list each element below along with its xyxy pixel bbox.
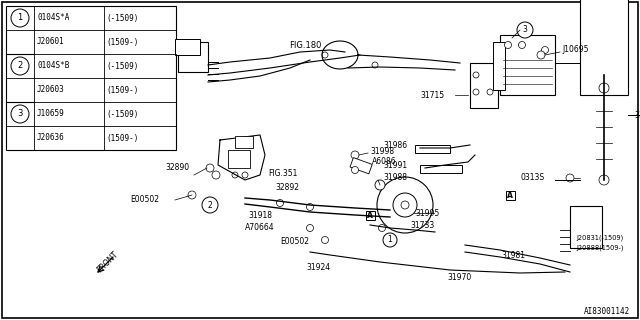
Text: 32892: 32892: [275, 183, 299, 193]
Text: A: A: [507, 190, 513, 199]
Text: J20888(1509-): J20888(1509-): [576, 245, 623, 251]
Text: 1: 1: [17, 13, 22, 22]
Circle shape: [537, 51, 545, 59]
Text: J20601: J20601: [37, 37, 65, 46]
Text: 31715: 31715: [420, 91, 444, 100]
Text: 3: 3: [17, 109, 22, 118]
Circle shape: [473, 89, 479, 95]
Text: E00502: E00502: [280, 237, 309, 246]
Circle shape: [372, 62, 378, 68]
Bar: [570, 206, 602, 248]
Text: (-1509): (-1509): [106, 61, 138, 70]
Bar: [235, 136, 253, 148]
Circle shape: [518, 42, 525, 49]
Circle shape: [377, 177, 433, 233]
Circle shape: [351, 151, 359, 159]
Bar: [228, 150, 250, 168]
Circle shape: [188, 191, 196, 199]
Text: 3: 3: [523, 26, 527, 35]
Text: AI83001142: AI83001142: [584, 308, 630, 316]
Circle shape: [232, 172, 238, 178]
Circle shape: [517, 22, 533, 38]
Bar: [493, 42, 505, 90]
Text: 31918: 31918: [248, 211, 272, 220]
Circle shape: [351, 166, 358, 173]
Bar: [420, 165, 462, 173]
Text: (1509-): (1509-): [106, 133, 138, 142]
Text: FIG.351: FIG.351: [268, 169, 298, 178]
Text: A6086: A6086: [372, 157, 397, 166]
Text: 2: 2: [207, 201, 212, 210]
Circle shape: [11, 105, 29, 123]
Circle shape: [487, 89, 493, 95]
Bar: [365, 211, 374, 220]
Circle shape: [202, 197, 218, 213]
Circle shape: [322, 52, 328, 58]
Text: 31980: 31980: [634, 110, 640, 119]
Text: J20603: J20603: [37, 85, 65, 94]
Circle shape: [378, 225, 385, 231]
Bar: [6, 6, 176, 150]
Circle shape: [321, 236, 328, 244]
Text: 31986: 31986: [384, 140, 408, 149]
Text: 31970: 31970: [448, 274, 472, 283]
Text: J20636: J20636: [37, 133, 65, 142]
Bar: [470, 63, 498, 108]
Text: 31995: 31995: [415, 209, 439, 218]
Circle shape: [307, 204, 314, 211]
Circle shape: [206, 164, 214, 172]
Bar: [580, 0, 628, 95]
Polygon shape: [218, 135, 265, 180]
Circle shape: [11, 57, 29, 75]
Text: 31991: 31991: [384, 161, 408, 170]
Text: 1: 1: [388, 236, 392, 244]
Text: 31988: 31988: [383, 173, 407, 182]
Text: A70664: A70664: [245, 223, 275, 233]
Circle shape: [599, 83, 609, 93]
Text: J10695: J10695: [562, 45, 589, 54]
Circle shape: [375, 180, 385, 190]
Circle shape: [599, 175, 609, 185]
Circle shape: [212, 171, 220, 179]
Bar: [500, 35, 555, 95]
Text: J10659: J10659: [37, 109, 65, 118]
Circle shape: [276, 199, 284, 206]
Circle shape: [473, 72, 479, 78]
Text: A: A: [367, 211, 373, 220]
Bar: [350, 158, 372, 174]
Bar: [415, 145, 450, 153]
Circle shape: [307, 225, 314, 231]
Text: (-1509): (-1509): [106, 109, 138, 118]
Text: (1509-): (1509-): [106, 37, 138, 46]
Text: 31924: 31924: [306, 263, 330, 273]
Circle shape: [383, 233, 397, 247]
Text: FRONT: FRONT: [95, 250, 120, 274]
Text: (-1509): (-1509): [106, 13, 138, 22]
Text: (1509-): (1509-): [106, 85, 138, 94]
Circle shape: [504, 42, 511, 49]
Text: 0104S*B: 0104S*B: [37, 61, 69, 70]
Text: 32890: 32890: [166, 164, 190, 172]
Circle shape: [541, 46, 548, 53]
Circle shape: [401, 201, 409, 209]
Circle shape: [11, 9, 29, 27]
Text: FIG.180: FIG.180: [289, 41, 321, 50]
Circle shape: [242, 172, 248, 178]
Text: 31998: 31998: [370, 147, 394, 156]
Text: 31733: 31733: [410, 220, 435, 229]
Text: E00502: E00502: [130, 196, 159, 204]
Text: 31981: 31981: [501, 251, 525, 260]
Bar: [178, 42, 208, 72]
Text: 2: 2: [17, 61, 22, 70]
Circle shape: [566, 174, 574, 182]
Bar: [506, 190, 515, 199]
Text: J20831(-1509): J20831(-1509): [576, 235, 623, 241]
Circle shape: [393, 193, 417, 217]
Text: 0104S*A: 0104S*A: [37, 13, 69, 22]
Bar: [175, 39, 200, 55]
Text: 0313S: 0313S: [521, 173, 545, 182]
